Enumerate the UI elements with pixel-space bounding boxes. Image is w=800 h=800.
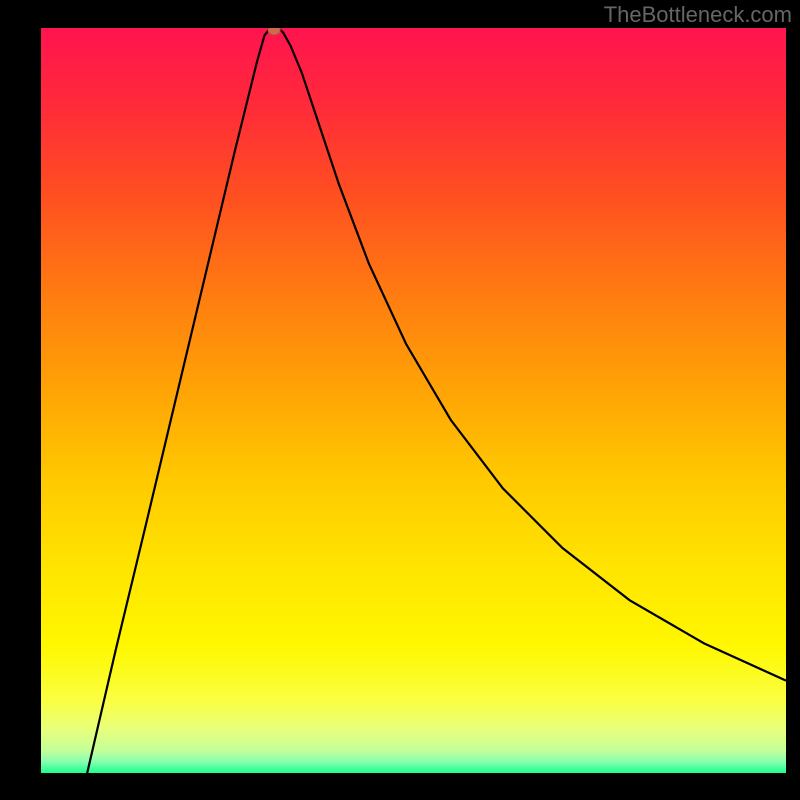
curve-left-branch <box>87 28 270 773</box>
minimum-marker <box>268 28 280 35</box>
watermark-text: TheBottleneck.com <box>604 2 792 28</box>
curve-right-branch <box>278 28 786 681</box>
curve-overlay <box>41 28 786 773</box>
chart-container: TheBottleneck.com <box>0 0 800 800</box>
plot-area <box>41 28 786 773</box>
